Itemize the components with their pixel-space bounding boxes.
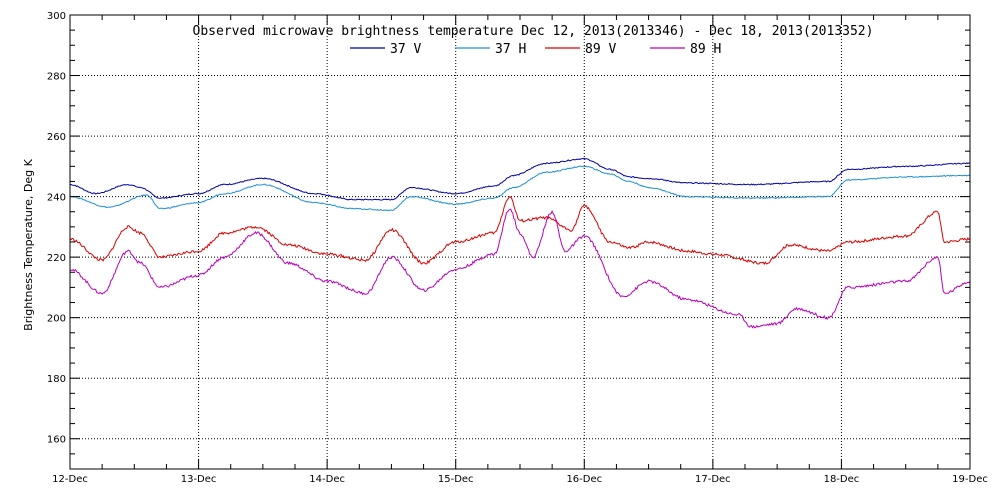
- x-tick-label: 15-Dec: [438, 474, 474, 485]
- x-tick-label: 19-Dec: [952, 474, 988, 485]
- series-line-89-v: [69, 196, 971, 265]
- series-line-89-h: [69, 208, 971, 329]
- series-line-37-h: [69, 165, 971, 212]
- y-tick-label: 240: [47, 193, 66, 204]
- series-line-37-v: [70, 157, 971, 201]
- y-tick-label: 280: [47, 72, 66, 83]
- x-tick-label: 14-Dec: [309, 474, 345, 485]
- y-axis-label: Brightness Temperature, Deg K: [22, 158, 35, 330]
- x-tick-label: 18-Dec: [824, 474, 860, 485]
- x-tick-label: 16-Dec: [566, 474, 602, 485]
- y-tick-label: 220: [47, 253, 66, 264]
- legend-label: 89 V: [585, 42, 616, 57]
- plot-frame: [69, 14, 971, 470]
- grid: [70, 15, 970, 469]
- ticks: [69, 14, 971, 470]
- y-tick-label: 260: [47, 132, 66, 143]
- legend-label: 89 H: [690, 42, 721, 57]
- x-tick-label: 17-Dec: [695, 474, 731, 485]
- y-tick-label: 180: [47, 374, 66, 385]
- x-tick-label: 13-Dec: [181, 474, 217, 485]
- legend-label: 37 H: [495, 42, 526, 57]
- tick-labels: 160 180 200 220 240 260 280 300 12-Dec 13-Dec 14-D…: [47, 11, 988, 485]
- y-tick-label: 200: [47, 314, 66, 325]
- x-tick-label: 12-Dec: [52, 474, 88, 485]
- legend-label: 37 V: [390, 42, 421, 57]
- y-tick-label: 300: [47, 11, 66, 22]
- legend: 37 V 37 H 89 V 89 H: [350, 42, 721, 57]
- y-tick-label: 160: [47, 435, 66, 446]
- chart-title: Observed microwave brightness temperatur…: [193, 24, 874, 39]
- series-lines: [69, 157, 971, 329]
